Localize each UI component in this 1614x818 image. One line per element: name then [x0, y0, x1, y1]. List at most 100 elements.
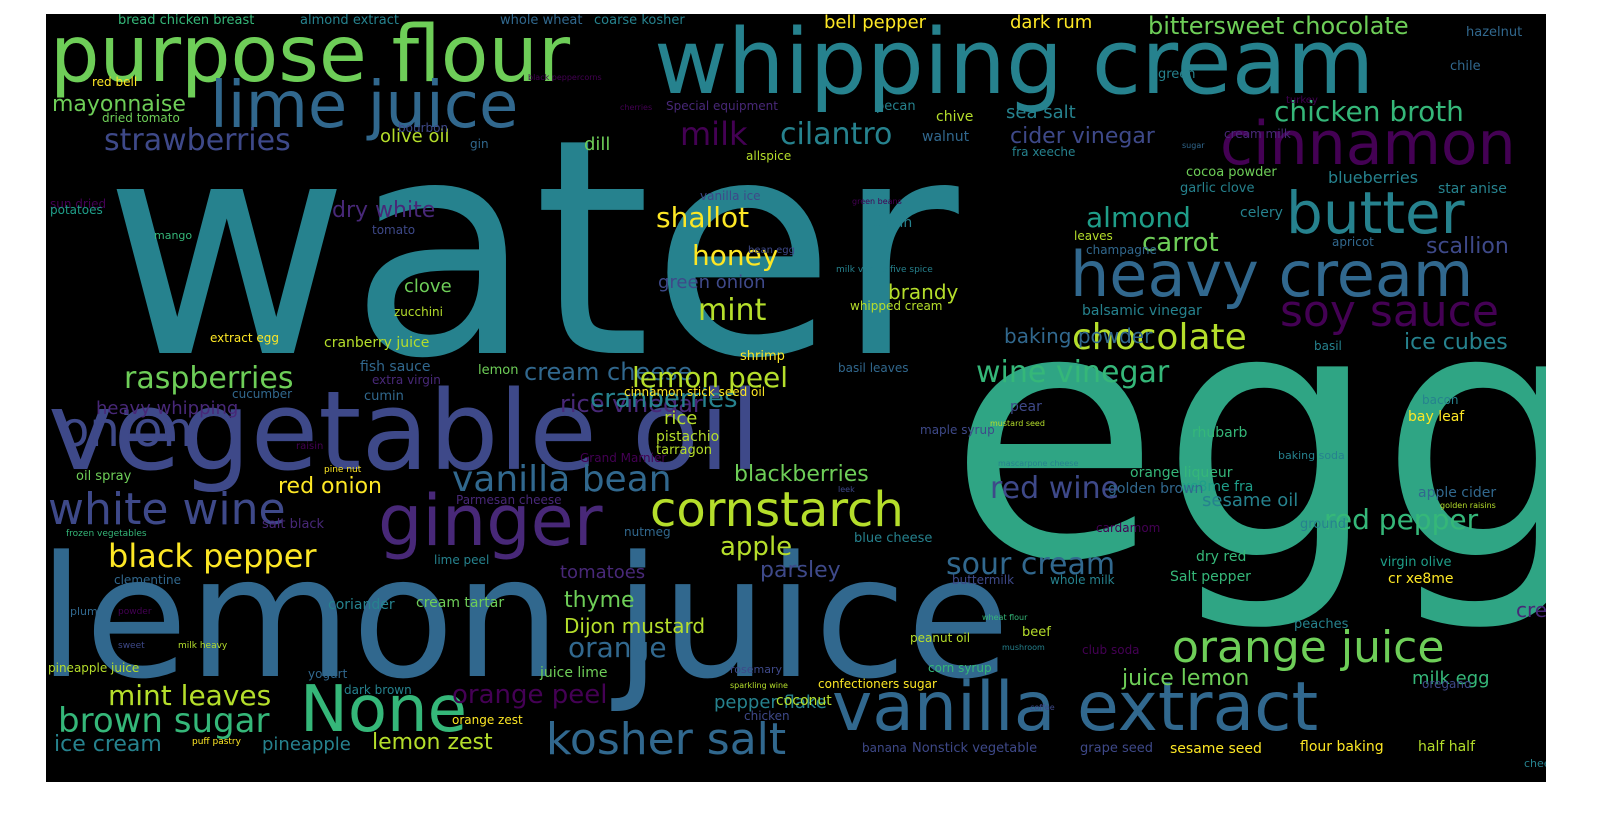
- word-cr-xe8me: cr xe8me: [1388, 571, 1454, 587]
- word-lemon-juice: lemon juice: [46, 520, 1010, 716]
- word-celery: celery: [1240, 205, 1283, 221]
- word-red-onion: red onion: [278, 474, 382, 499]
- word-confectioners-sugar: confectioners sugar: [818, 677, 937, 691]
- word-puff-pastry: puff pastry: [192, 737, 241, 747]
- word-five-spice: five spice: [890, 265, 933, 275]
- word-cilantro: cilantro: [780, 117, 893, 152]
- word-cranberry-juice: cranberry juice: [324, 335, 430, 351]
- word-chive: chive: [936, 109, 974, 125]
- word-extract-egg: extract egg: [210, 331, 279, 345]
- word-grape-seed: grape seed: [1080, 741, 1153, 756]
- word-milk-vanilla: milk vanilla: [836, 265, 888, 275]
- word-apricot: apricot: [1332, 235, 1374, 249]
- word-whole-milk: whole milk: [1050, 573, 1115, 587]
- word-potatoes: potatoes: [50, 203, 103, 217]
- word-fish-sauce: fish sauce: [360, 359, 431, 375]
- word-mayonnaise: mayonnaise: [52, 92, 186, 117]
- word-cocoa-powder: cocoa powder: [1186, 165, 1277, 180]
- word-raisin: raisin: [296, 441, 324, 452]
- word-sea-salt: sea salt: [1006, 102, 1076, 123]
- word-maple-syrup: maple syrup: [920, 423, 995, 437]
- word-strawberries: strawberries: [104, 123, 291, 158]
- word-cardamom: cardamom: [1096, 521, 1161, 535]
- word-balsamic-vinegar: balsamic vinegar: [1082, 303, 1202, 319]
- word-peanut-oil: peanut oil: [910, 631, 971, 645]
- word-orange-zest: orange zest: [452, 713, 523, 727]
- word-banana: banana: [862, 741, 907, 755]
- word-coarse-kosher: coarse kosher: [594, 14, 685, 28]
- word-kosher-salt: kosher salt: [546, 714, 787, 765]
- word-dark-rum: dark rum: [1010, 14, 1093, 33]
- word-orange-peel: orange peel: [452, 680, 608, 710]
- word-leaves: leaves: [1074, 229, 1113, 243]
- word-sesame-oil: sesame oil: [1202, 490, 1299, 511]
- word-nonstick-vegetable: Nonstick vegetable: [912, 741, 1038, 756]
- word-sparkling-wine: sparkling wine: [730, 681, 788, 690]
- word-bean-egg: bean egg: [748, 245, 795, 256]
- word-red-wine: red wine: [990, 471, 1120, 506]
- word-cherries: cherries: [620, 103, 653, 112]
- word-vanilla-extract: vanilla extract: [832, 668, 1319, 747]
- word-milk-egg: milk egg: [1412, 668, 1490, 689]
- word-almond: almond: [1086, 201, 1191, 234]
- word-orange-juice: orange juice: [1172, 622, 1445, 673]
- word-bourbon: bourbon: [398, 121, 449, 135]
- word-mushroom: mushroom: [1002, 643, 1045, 652]
- word-blackberries: blackberries: [734, 462, 869, 487]
- word-cream-vanilla: cream vanilla: [1516, 598, 1546, 622]
- word-champagne: champagne: [1086, 243, 1157, 257]
- word-juice-lemon: juice lemon: [1122, 666, 1250, 691]
- word-dried-tomato: dried tomato: [102, 111, 180, 125]
- word-ice-cubes: ice cubes: [1404, 330, 1508, 355]
- word-bell-pepper: bell pepper: [824, 14, 927, 33]
- word-none: None: [300, 673, 467, 747]
- word-rice-vinegar: rice vinegar: [560, 390, 703, 418]
- word-orange-liqueur: orange liqueur: [1130, 465, 1233, 481]
- word-baking-powder: baking powder: [1004, 324, 1153, 348]
- word-golden-raisins: golden raisins: [1440, 501, 1496, 510]
- word-pineapple-juice: pineapple juice: [48, 661, 140, 675]
- word-sugar: sugar: [1182, 141, 1205, 150]
- word-orange: orange: [568, 631, 667, 664]
- word-allspice: allspice: [746, 149, 792, 163]
- word-scallion: scallion: [1426, 234, 1509, 259]
- word-wheat-flour: wheat flour: [982, 613, 1028, 622]
- word-plum: plum: [70, 605, 98, 618]
- word-gin: gin: [470, 137, 489, 151]
- word-half-half: half half: [1418, 739, 1475, 755]
- word-black-peppercorns: black peppercorns: [528, 73, 602, 82]
- word-honey: honey: [692, 239, 779, 272]
- word-egg: egg: [948, 236, 1546, 637]
- word-lemon-peel: lemon peel: [632, 361, 789, 394]
- word-almond-extract: almond extract: [300, 14, 399, 28]
- word-raspberries: raspberries: [124, 361, 294, 396]
- word-onion: onion: [60, 402, 193, 458]
- word-mascarpone-cheese: mascarpone cheese: [998, 459, 1079, 468]
- word-olive-oil: olive oil: [380, 126, 450, 147]
- word-coffee: coffee: [1030, 703, 1055, 712]
- word-salt-black: salt black: [262, 517, 325, 532]
- word-white-wine: white wine: [48, 484, 286, 535]
- word-tomatoes: tomatoes: [560, 562, 646, 583]
- word-cranberries: cranberries: [590, 384, 738, 414]
- word-lemon: lemon: [478, 363, 519, 378]
- word-whipped-cream: whipped cream: [850, 299, 943, 313]
- word-carrot: carrot: [1142, 228, 1219, 258]
- word-tomato: tomato: [372, 223, 416, 237]
- word-gelatin: gelatin: [864, 215, 913, 231]
- word-chicken-broth: chicken broth: [1274, 95, 1464, 128]
- word-oil-spray: oil spray: [76, 469, 132, 484]
- word-cloud: water egg lemon juice vegetable oil whip…: [46, 14, 1546, 782]
- word-frozen-vegetables: frozen vegetables: [66, 529, 147, 539]
- word-cucumber: cucumber: [232, 387, 293, 401]
- word-star-anise: star anise: [1438, 181, 1507, 197]
- word-oregano: oregano: [1422, 677, 1472, 691]
- word-leek: leek: [838, 485, 855, 494]
- word-xe8me-fra: xe8me fra: [1182, 479, 1254, 495]
- word-lemon-zest: lemon zest: [372, 730, 493, 755]
- word-heavy-whipping: heavy whipping: [96, 398, 239, 419]
- word-coconut: coconut: [776, 693, 832, 709]
- word-chile: chile: [1450, 59, 1481, 74]
- word-blueberries: blueberries: [1328, 168, 1419, 187]
- word-mustard-seed: mustard seed: [990, 419, 1045, 428]
